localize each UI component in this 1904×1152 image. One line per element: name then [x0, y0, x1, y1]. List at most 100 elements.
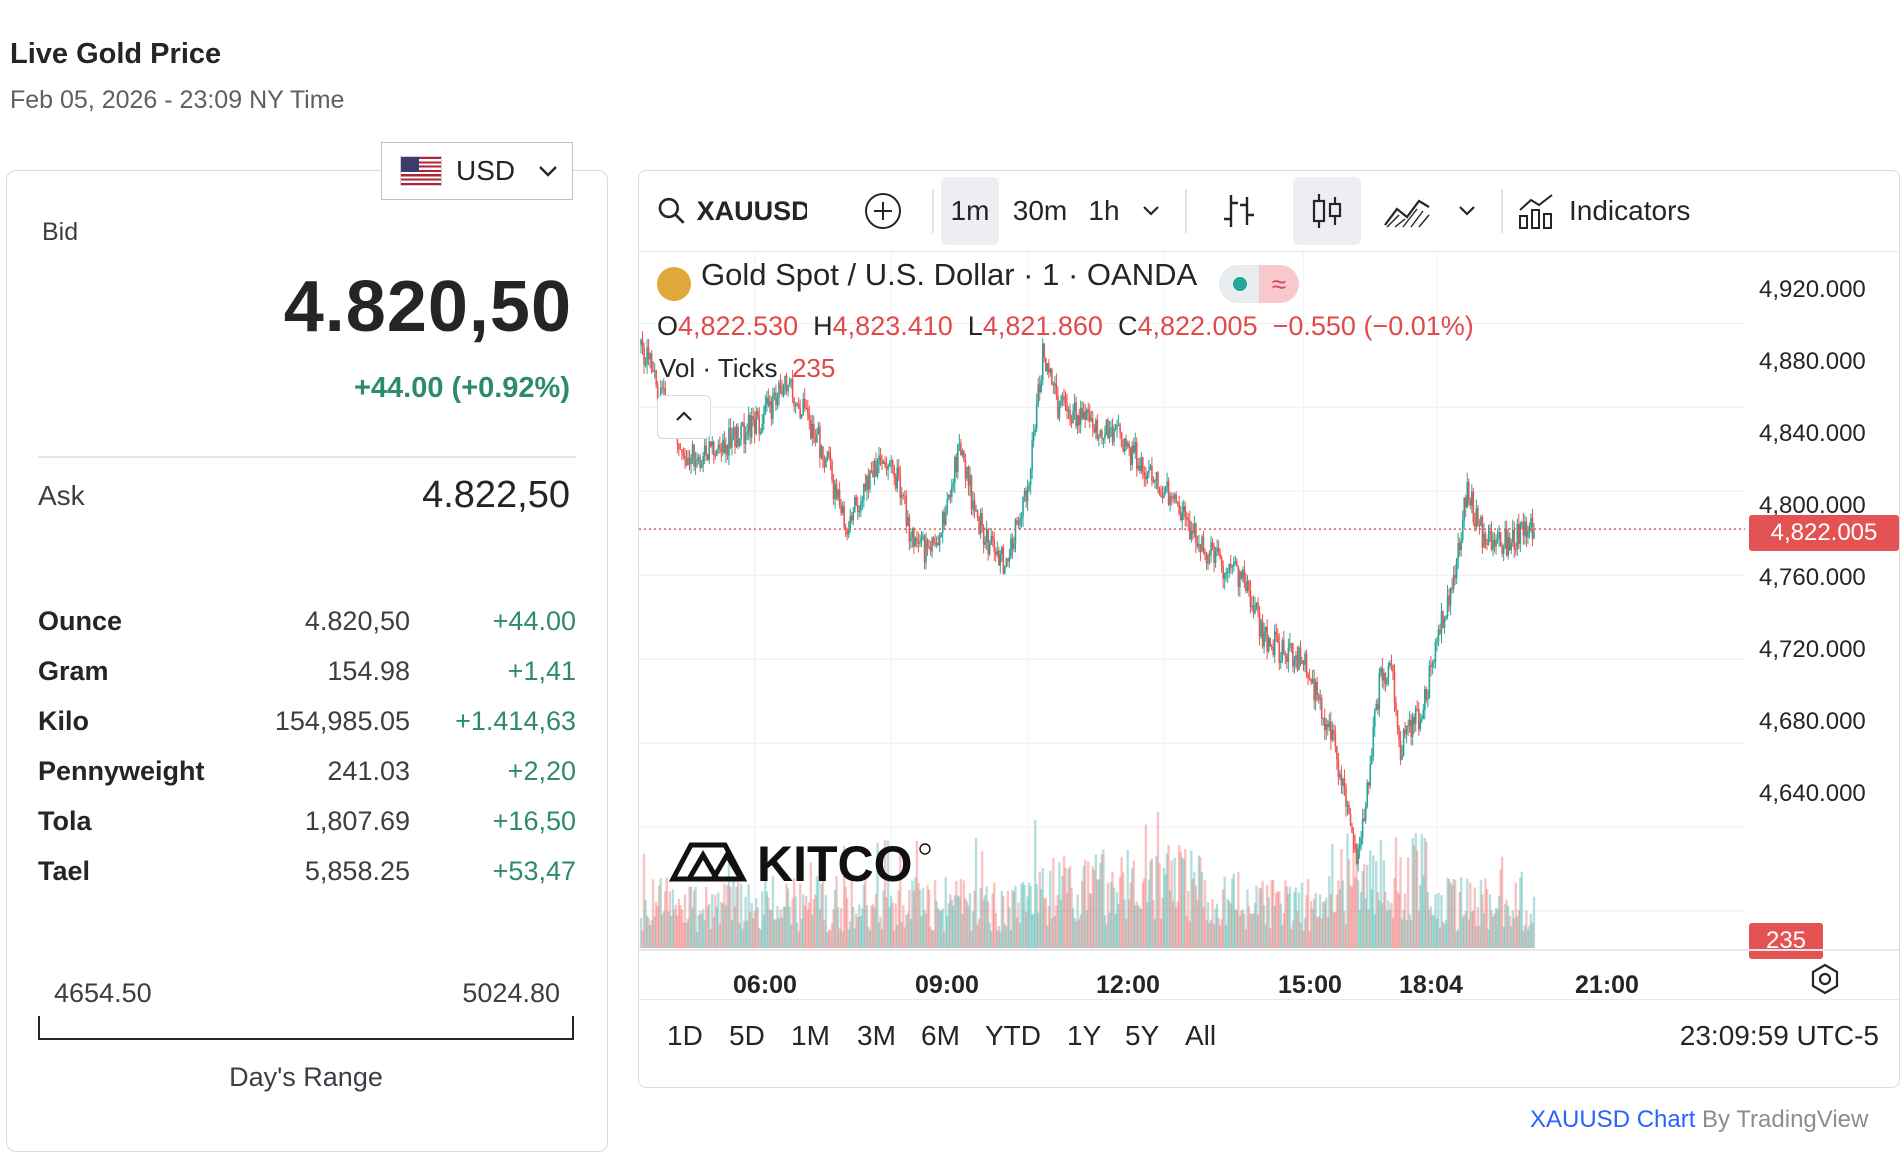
price-chart[interactable]: [639, 252, 1900, 949]
volume-bar: [874, 894, 878, 948]
volume-bar: [1511, 910, 1514, 948]
volume-bar: [1441, 921, 1445, 948]
volume-bar: [1385, 911, 1389, 948]
range-button-6m[interactable]: 6M: [921, 1020, 960, 1051]
candle-body: [716, 449, 718, 457]
candle-body: [1355, 848, 1358, 864]
candle-body: [1283, 640, 1285, 655]
volume-bar: [820, 883, 823, 948]
candle-body: [1525, 521, 1528, 538]
volume-bar: [1033, 819, 1037, 948]
candle-body: [1070, 420, 1073, 424]
candle-body: [1310, 679, 1312, 683]
low-label: L: [967, 311, 983, 341]
candle-body: [1175, 494, 1177, 502]
candle-body: [947, 494, 950, 500]
chart-link[interactable]: XAUUSD Chart: [1530, 1106, 1696, 1133]
volume-bar: [1249, 913, 1252, 948]
compare-symbol-button[interactable]: [857, 177, 909, 245]
unit-price: 1,807.69: [304, 806, 410, 836]
candle-body: [1245, 582, 1247, 592]
volume-bar: [1482, 913, 1486, 948]
candle-body: [775, 392, 777, 406]
legend-status-toggle[interactable]: ≈: [1219, 265, 1299, 303]
volume-bar: [1137, 904, 1140, 948]
candle-body: [1304, 653, 1306, 665]
interval-1m[interactable]: 1m: [941, 177, 999, 245]
chart-settings-icon[interactable]: [1807, 961, 1843, 997]
volume-bar: [1112, 887, 1116, 948]
volume-bar: [833, 890, 837, 948]
volume-bar: [730, 920, 734, 948]
volume-bar: [933, 879, 937, 948]
chart-type-dropdown[interactable]: [1449, 177, 1485, 245]
candle-body: [1098, 435, 1100, 439]
volume-bar: [692, 890, 696, 948]
range-button-5y[interactable]: 5Y: [1125, 1020, 1160, 1051]
volume-bar: [1111, 871, 1114, 948]
range-button-1y[interactable]: 1Y: [1067, 1020, 1102, 1051]
range-button-ytd[interactable]: YTD: [985, 1020, 1041, 1051]
volume-bar: [1505, 899, 1508, 948]
indicators-label: Indicators: [1569, 195, 1691, 226]
volume-bar: [661, 914, 664, 948]
range-button-1d[interactable]: 1D: [667, 1020, 703, 1051]
volume-bar: [762, 914, 766, 948]
range-button-1m[interactable]: 1M: [791, 1020, 830, 1051]
volume-bar: [758, 927, 761, 948]
volume-bar: [1376, 891, 1380, 948]
volume-bar: [1276, 891, 1279, 948]
volume-bar: [973, 890, 976, 948]
volume-bar: [991, 893, 994, 948]
candle-body: [1458, 542, 1461, 551]
candle-body: [700, 464, 703, 468]
candle-body: [781, 389, 783, 395]
volume-bar: [1190, 850, 1193, 948]
candle-body: [1034, 428, 1036, 433]
candle-body: [1079, 407, 1082, 425]
volume-bar: [1194, 885, 1198, 948]
symbol-search[interactable]: XAUUSD: [657, 177, 807, 245]
candle-body: [1239, 571, 1241, 588]
interval-dropdown[interactable]: [1133, 177, 1169, 245]
candle-body: [1481, 516, 1484, 548]
currency-select[interactable]: USD: [381, 142, 573, 200]
candle-body: [1051, 369, 1053, 385]
volume-bar: [955, 880, 958, 948]
interval-30m[interactable]: 30m: [1012, 195, 1068, 226]
candle-body: [1372, 726, 1375, 757]
chart-clock[interactable]: 23:09:59 UTC-5: [1679, 1020, 1879, 1051]
volume-bar: [1332, 912, 1336, 948]
bar-chart-type-button[interactable]: [1209, 177, 1269, 245]
candle-body: [1226, 570, 1229, 573]
volume-bar: [812, 899, 816, 948]
ask-value: 4.822,50: [422, 474, 570, 516]
candle-body: [934, 542, 936, 545]
candle-body: [1008, 556, 1011, 562]
area-chart-type-button[interactable]: [1377, 177, 1437, 245]
candle-body: [920, 537, 923, 543]
range-button-3m[interactable]: 3M: [857, 1020, 896, 1051]
volume-bar: [842, 846, 846, 948]
legend-collapse-button[interactable]: [657, 395, 711, 439]
volume-bar: [1200, 871, 1204, 948]
volume-bar: [694, 886, 697, 948]
range-button-all[interactable]: All: [1185, 1020, 1217, 1051]
candle-body: [1096, 420, 1099, 439]
volume-bar: [1084, 860, 1087, 948]
candles-chart-type-button[interactable]: [1293, 177, 1361, 245]
candle-body: [684, 455, 686, 460]
interval-1h[interactable]: 1h: [1088, 195, 1120, 226]
volume-bar: [1309, 900, 1313, 948]
chart-plot-area[interactable]: [639, 252, 1900, 949]
legend-change: −0.550 (−0.01%): [1272, 311, 1474, 341]
volume-bar: [788, 906, 791, 948]
range-button-5d[interactable]: 5D: [729, 1020, 765, 1051]
volume-bar: [862, 884, 866, 948]
indicators-button[interactable]: Indicators: [1517, 177, 1717, 245]
candle-body: [860, 502, 862, 511]
volume-bar: [970, 930, 973, 948]
volume-bar: [689, 886, 693, 948]
candle-body: [960, 443, 962, 456]
candle-body: [997, 550, 1000, 566]
